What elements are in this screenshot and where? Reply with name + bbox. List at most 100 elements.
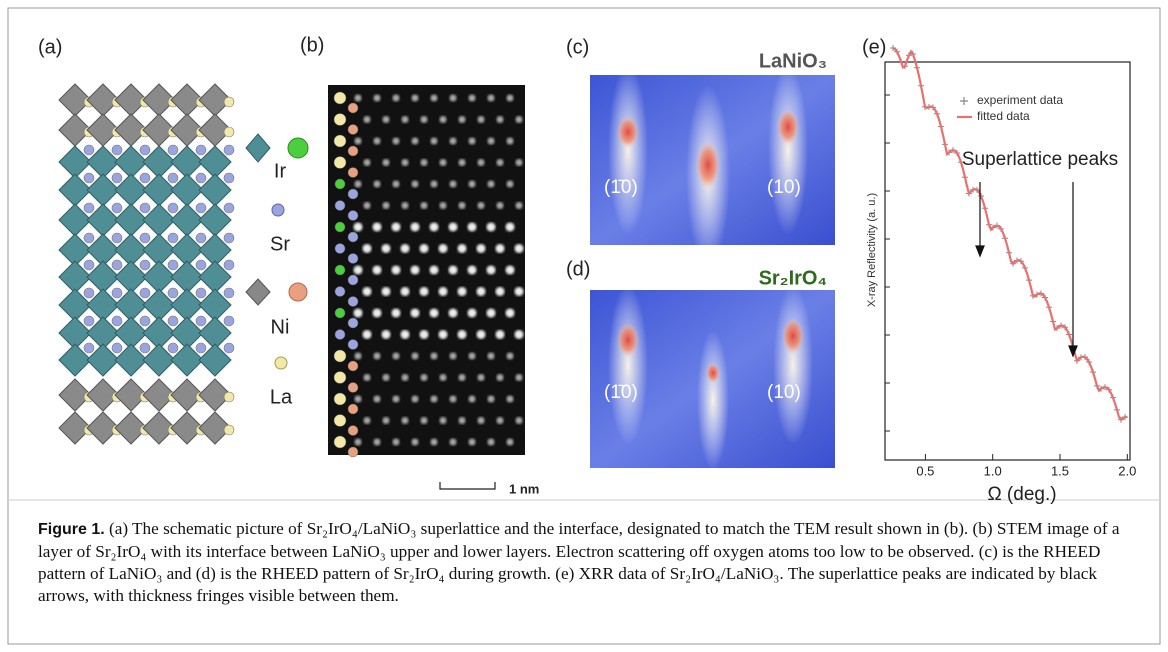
atom-spot [439,287,448,296]
atom [140,343,150,353]
atom-spot [402,116,409,123]
atom-spot [459,116,466,123]
legend-text: Ir [274,160,287,182]
atom-spot [421,417,428,424]
atom-spot [364,159,371,166]
atom-spot [374,353,381,360]
atom-marker [334,135,346,147]
atom-spot [412,353,419,360]
atom-marker [335,201,345,211]
atom-spot [431,353,438,360]
atom-spot [516,159,523,166]
atom-spot [468,266,477,275]
atom-spot [412,396,419,403]
atom-spot [363,330,372,339]
atom-marker [348,146,358,156]
atom-marker [334,114,346,126]
legend-text: Sr [270,233,290,255]
atom-spot [507,138,514,145]
x-tick-label: 0.5 [916,463,934,478]
annotation: Superlattice peaks [962,149,1118,170]
atom [84,233,94,243]
atom-spot [469,95,476,102]
atom [168,173,178,183]
atom-marker [348,275,358,285]
atom [140,260,150,270]
atom [224,127,234,137]
atom-spot [411,223,420,232]
atom [224,145,234,155]
atom-spot [373,309,382,318]
material-label: LaNiO₃ [759,50,827,72]
atom-spot [431,396,438,403]
atom-spot [487,266,496,275]
atom-spot [402,159,409,166]
atom [196,343,206,353]
legend-text: Ni [271,316,290,338]
atom-spot [420,244,429,253]
atom [140,173,150,183]
atom-spot [515,244,524,253]
x-tick-label: 1.5 [1051,463,1069,478]
atom-spot [355,353,362,360]
atom-spot [393,396,400,403]
atom-marker [334,157,346,169]
atom-spot [507,353,514,360]
atom [112,316,122,326]
atom-spot [440,116,447,123]
atom [196,316,206,326]
atom-spot [450,353,457,360]
atom [224,343,234,353]
atom [140,288,150,298]
atom-spot [354,309,363,318]
atom-spot [382,244,391,253]
atom-spot [402,374,409,381]
atom-marker [348,426,358,436]
atom-marker [348,211,358,221]
atom-spot [402,417,409,424]
atom-marker [335,222,345,232]
atom [84,316,94,326]
atom-spot [363,287,372,296]
rheed-d [590,285,835,470]
atom-spot [459,417,466,424]
atom-spot [401,244,410,253]
atom [168,316,178,326]
atom-spot [506,266,515,275]
atom [168,343,178,353]
atom-spot [468,223,477,232]
panel-label: (e) [862,36,886,58]
atom-spot [382,330,391,339]
atom-spot [431,138,438,145]
atom [84,145,94,155]
atom-spot [488,353,495,360]
atom-spot [477,287,486,296]
atom-spot [507,396,514,403]
atom-spot [383,202,390,209]
atom-spot [477,244,486,253]
atom-spot [487,309,496,318]
atom-spot [393,439,400,446]
atom-spot [450,396,457,403]
atom [196,233,206,243]
atom [140,145,150,155]
atom [196,173,206,183]
spot-label: (10) [767,177,801,198]
atom-spot [421,202,428,209]
atom-marker [348,447,358,457]
atom-spot [373,266,382,275]
atom-spot [421,159,428,166]
atom-spot [364,374,371,381]
atom-spot [450,439,457,446]
atom-spot [383,374,390,381]
atom [224,392,234,402]
atom-marker [335,244,345,254]
spot-label: (1̄0) [604,177,638,198]
material-label: Sr₂IrO₄ [759,267,827,289]
atom-spot [412,95,419,102]
atom-spot [516,417,523,424]
atom-spot [439,330,448,339]
atom-spot [478,116,485,123]
atom-spot [420,330,429,339]
atom-spot [393,353,400,360]
